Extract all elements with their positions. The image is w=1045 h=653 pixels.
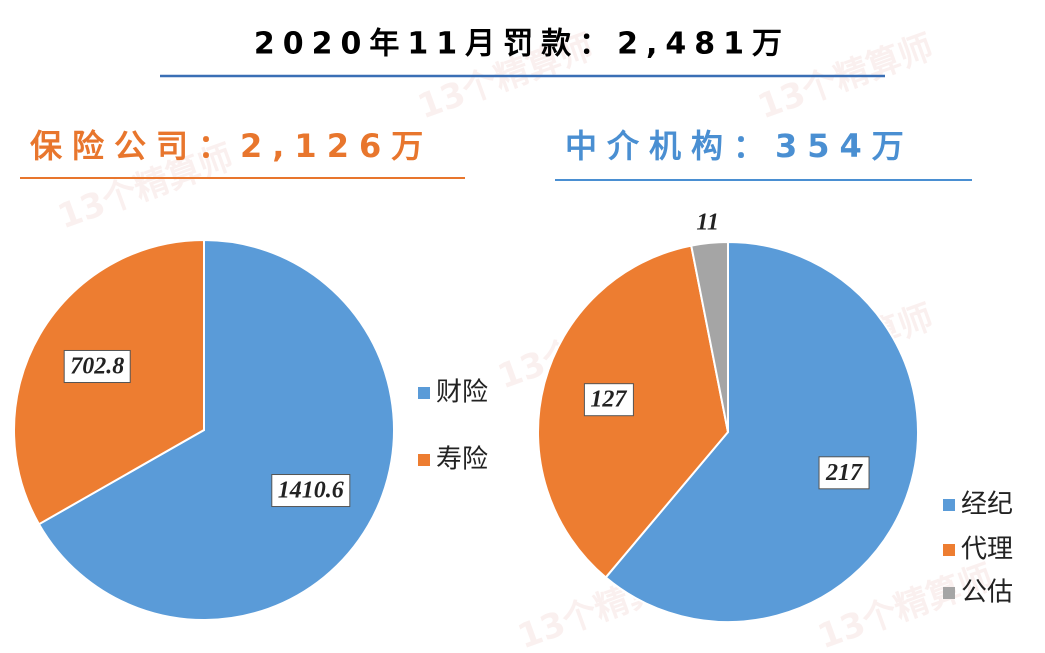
data-label-box (818, 456, 870, 490)
pie-slice (690, 240, 729, 433)
pie-slice (37, 238, 395, 621)
legend-swatch (943, 587, 955, 599)
page-title: 2020年11月罚款：2,481万 (254, 27, 790, 62)
legend-label: 公估 (961, 578, 1013, 608)
legend-swatch (943, 544, 955, 556)
legend-swatch (943, 499, 955, 511)
chart-title: 保险公司：2,126万 (30, 127, 433, 165)
legend-label: 代理 (961, 535, 1013, 565)
legend-swatch (418, 387, 430, 399)
data-label: 127 (590, 387, 627, 413)
data-label: 217 (825, 460, 863, 486)
pie-slice (604, 240, 919, 623)
data-label-box (583, 383, 634, 417)
legend-swatch (418, 454, 430, 466)
data-label: 1410.6 (278, 478, 344, 504)
chart-title: 中介机构：354万 (565, 127, 914, 165)
legend-label: 财险 (436, 378, 488, 408)
data-label-box (271, 474, 351, 508)
legend-label: 寿险 (436, 445, 488, 475)
data-label-box (63, 349, 131, 384)
data-label: 11 (696, 209, 719, 235)
legend-label: 经纪 (961, 490, 1013, 520)
data-label: 702.8 (70, 353, 124, 379)
